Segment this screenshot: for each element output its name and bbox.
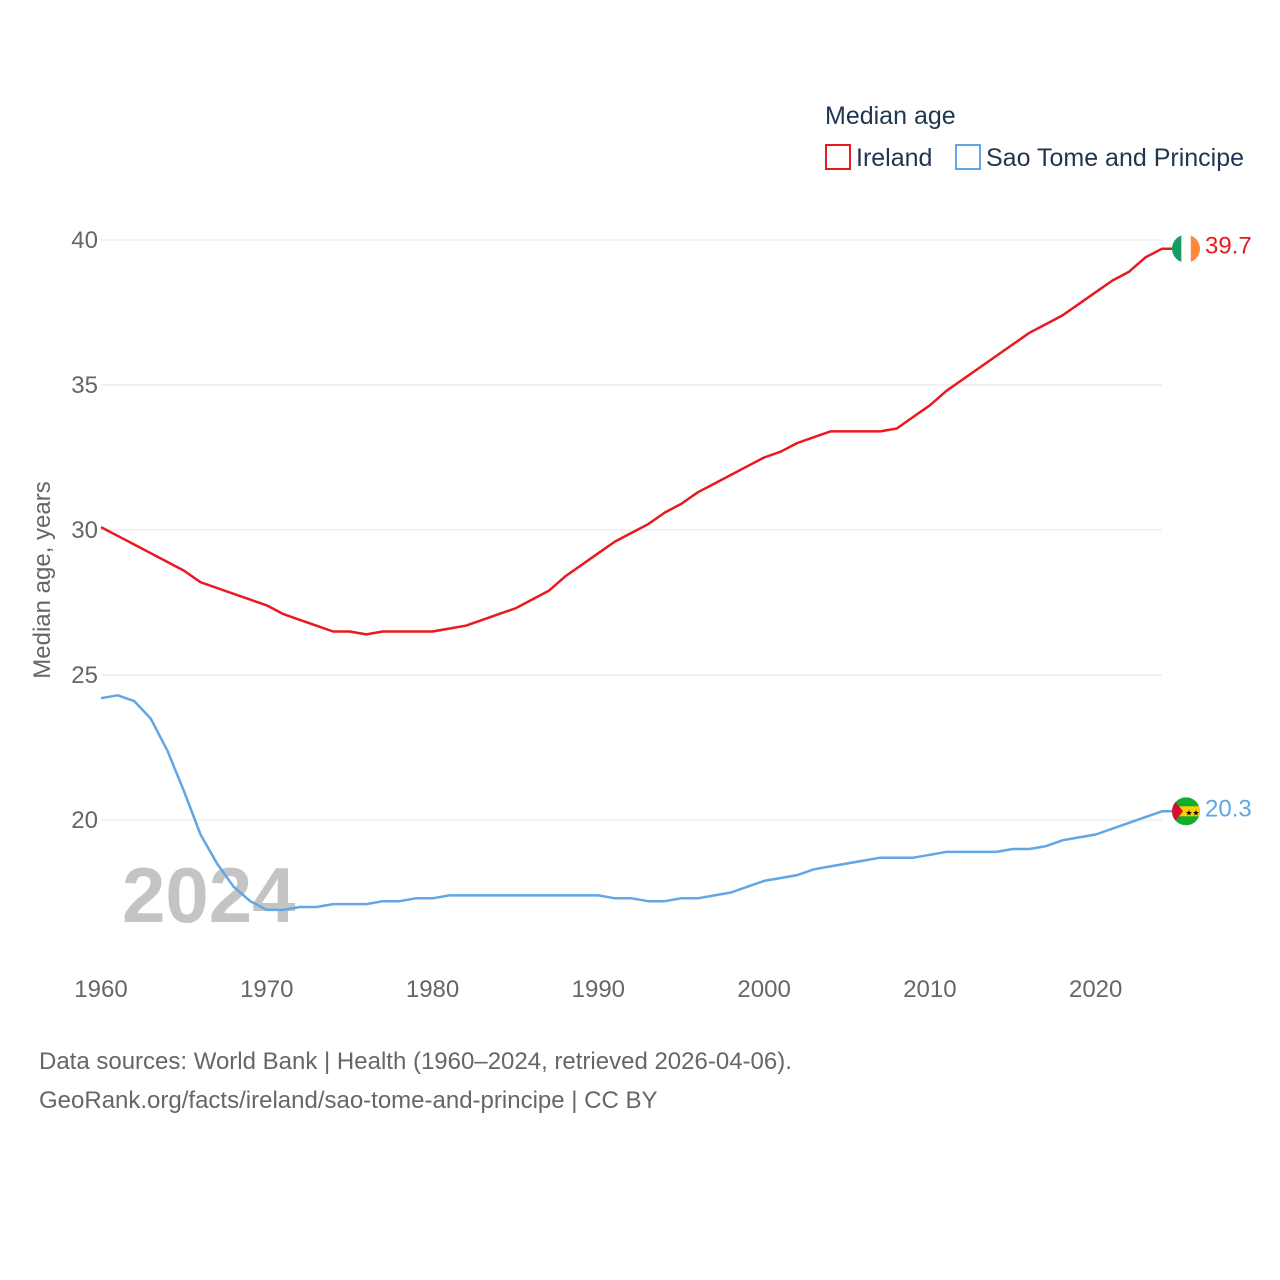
x-tick-label: 1960 <box>74 976 127 1003</box>
x-tick-label: 2000 <box>737 976 790 1003</box>
sao-tome-flag-icon: ★ ★ <box>1172 797 1200 826</box>
x-tick-label: 1970 <box>240 976 293 1003</box>
svg-text:★: ★ <box>1192 808 1199 817</box>
data-source-text: Data sources: World Bank | Health (1960–… <box>39 1048 792 1075</box>
legend-label-sao-tome[interactable]: Sao Tome and Principe <box>986 144 1244 172</box>
x-tick-label: 2010 <box>903 976 956 1003</box>
legend: Median age Ireland Sao Tome and Principe <box>825 102 1244 172</box>
y-tick-label: 30 <box>71 517 98 544</box>
x-tick-label: 1990 <box>572 976 625 1003</box>
svg-text:★: ★ <box>1185 808 1192 817</box>
y-tick-label: 20 <box>71 807 98 834</box>
x-axis-ticks: 1960 1970 1980 1990 2000 2010 2020 <box>74 976 1122 1003</box>
year-watermark: 2024 <box>122 851 296 939</box>
legend-swatch-sao-tome[interactable] <box>955 144 981 170</box>
y-tick-label: 35 <box>71 372 98 399</box>
ireland-flag-icon <box>1172 234 1200 263</box>
series-line-sao_tome[interactable] <box>100 694 1172 912</box>
ireland-end-value: 39.7 <box>1205 233 1252 260</box>
legend-label-ireland[interactable]: Ireland <box>856 144 932 172</box>
y-tick-label: 40 <box>71 227 98 254</box>
sao-tome-end-value: 20.3 <box>1205 795 1252 822</box>
series-line-ireland[interactable] <box>100 247 1172 636</box>
source-url-text[interactable]: GeoRank.org/facts/ireland/sao-tome-and-p… <box>39 1087 658 1114</box>
grid-lines <box>101 239 1162 821</box>
y-axis-label: Median age, years <box>29 481 56 678</box>
x-tick-label: 1980 <box>406 976 459 1003</box>
legend-swatch-ireland[interactable] <box>825 144 851 170</box>
series-lines <box>100 247 1172 912</box>
y-axis-ticks: 20 25 30 35 40 <box>71 227 98 834</box>
x-tick-label: 2020 <box>1069 976 1122 1003</box>
legend-title: Median age <box>825 102 956 130</box>
y-tick-label: 25 <box>71 662 98 689</box>
